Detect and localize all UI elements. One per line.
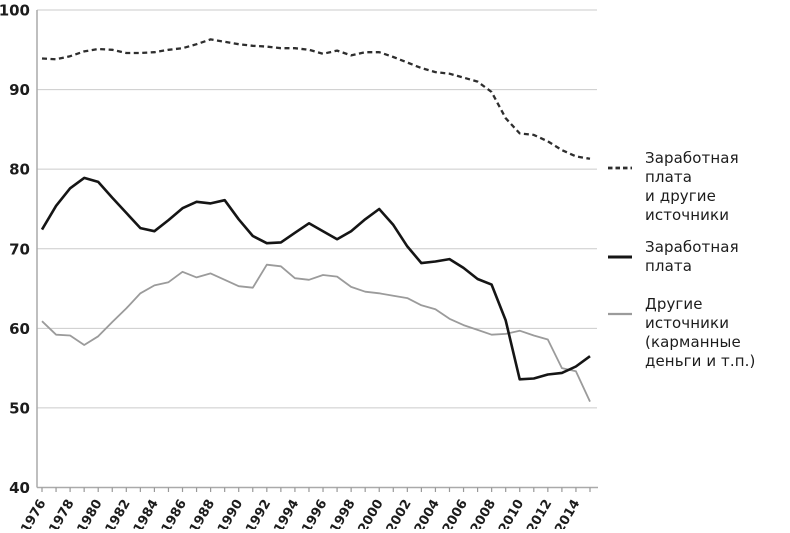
x-axis-tick-label: 2002	[384, 497, 415, 529]
y-axis-tick-label: 40	[9, 479, 30, 497]
legend-label-line: и другие источники	[645, 187, 730, 224]
x-axis-tick-label: 2014	[552, 497, 583, 529]
x-axis-tick-label: 1982	[103, 497, 134, 529]
legend-item-wage-and-other-sources: Заработная плата и другие источники	[608, 149, 788, 225]
legend-label-line: Заработная плата	[645, 149, 739, 186]
legend-label-line: (карманные	[645, 333, 741, 351]
x-axis-tick-label: 1988	[187, 497, 218, 529]
y-axis-tick-label: 80	[9, 161, 30, 179]
x-axis-tick-label: 2000	[356, 497, 387, 529]
x-axis-tick-label: 1992	[243, 497, 274, 529]
legend-item-other-sources: Другие источники (карманные деньги и т.п…	[608, 295, 788, 371]
x-axis-tick-label: 1978	[46, 497, 77, 529]
legend-item-wage: Заработная плата	[608, 238, 788, 276]
y-axis-tick-label: 60	[9, 320, 30, 338]
legend-label-line: Заработная плата	[645, 238, 739, 275]
x-axis-tick-label: 1980	[75, 497, 106, 529]
legend-marker-solid-thin-line-icon	[608, 302, 632, 316]
y-axis-tick-label: 90	[9, 81, 30, 99]
legend-label-other-sources: Другие источники (карманные деньги и т.п…	[645, 295, 788, 371]
legend-marker-dashed-line-icon	[608, 156, 632, 170]
y-axis-tick-label: 50	[9, 399, 30, 417]
legend-label-wage-and-other-sources: Заработная плата и другие источники	[645, 149, 788, 225]
x-axis-tick-label: 2012	[524, 497, 555, 529]
x-axis-tick-label: 1984	[131, 497, 162, 529]
x-axis-tick-label: 1996	[299, 497, 330, 529]
x-axis-tick-label: 2008	[468, 497, 499, 529]
x-axis-tick-label: 1986	[159, 497, 190, 529]
x-axis-tick-label: 1990	[215, 497, 246, 529]
series-line	[41, 38, 591, 160]
y-axis-tick-label: 100	[0, 2, 30, 20]
legend: Заработная плата и другие источники Зара…	[608, 149, 788, 371]
x-axis-tick-label: 1976	[18, 497, 49, 529]
y-axis-tick-label: 70	[9, 240, 30, 258]
legend-label-line: деньги и т.п.)	[645, 352, 756, 370]
x-axis-tick-label: 1994	[271, 497, 302, 529]
x-axis-tick-label: 2004	[412, 497, 443, 529]
series-line	[41, 263, 591, 402]
legend-label-wage: Заработная плата	[645, 238, 788, 276]
x-axis-tick-label: 2006	[440, 497, 471, 529]
legend-label-line: Другие источники	[645, 295, 730, 332]
legend-marker-solid-bold-line-icon	[608, 245, 632, 259]
x-axis-tick-label: 2010	[496, 497, 527, 529]
x-axis-tick-label: 1998	[328, 497, 359, 529]
series-line	[40, 176, 591, 381]
